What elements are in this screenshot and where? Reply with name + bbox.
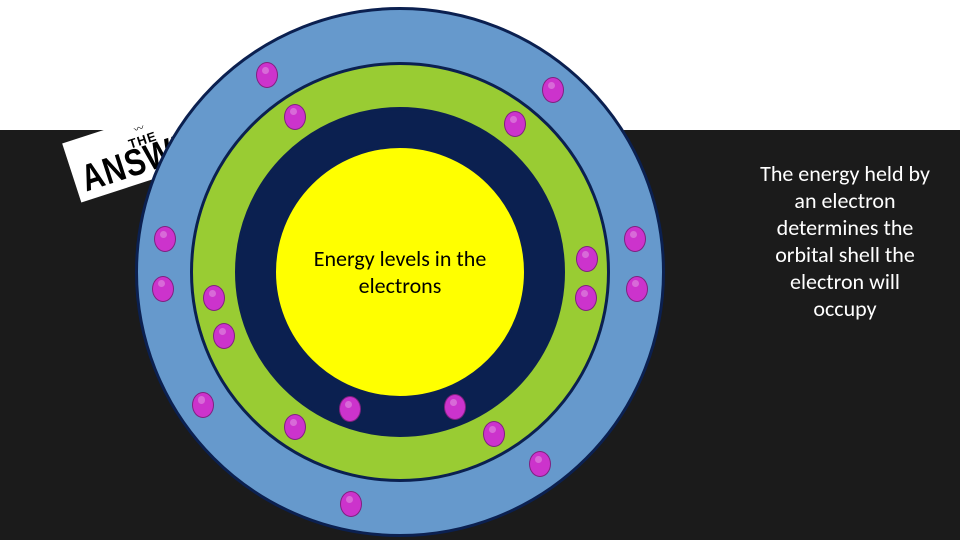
electron [213,323,235,349]
electron [542,77,564,103]
electron [203,285,225,311]
electron [504,111,526,137]
electron [192,392,214,418]
electron [575,285,597,311]
electron [339,396,361,422]
explanation-text: The energy held by an electron determine… [760,160,930,322]
electron [340,491,362,517]
electron [256,62,278,88]
atom-diagram: Energy levels in the electrons [135,7,665,537]
electron [152,276,174,302]
electron [483,421,505,447]
electron [624,226,646,252]
electron [444,394,466,420]
slide-stage: 〰 THE ANSWER Energy levels in the electr… [0,0,960,540]
electron [284,414,306,440]
electron [529,451,551,477]
electron [576,246,598,272]
electron [626,276,648,302]
electron [154,226,176,252]
electron [284,104,306,130]
nucleus-label: Energy levels in the electrons [300,245,500,299]
